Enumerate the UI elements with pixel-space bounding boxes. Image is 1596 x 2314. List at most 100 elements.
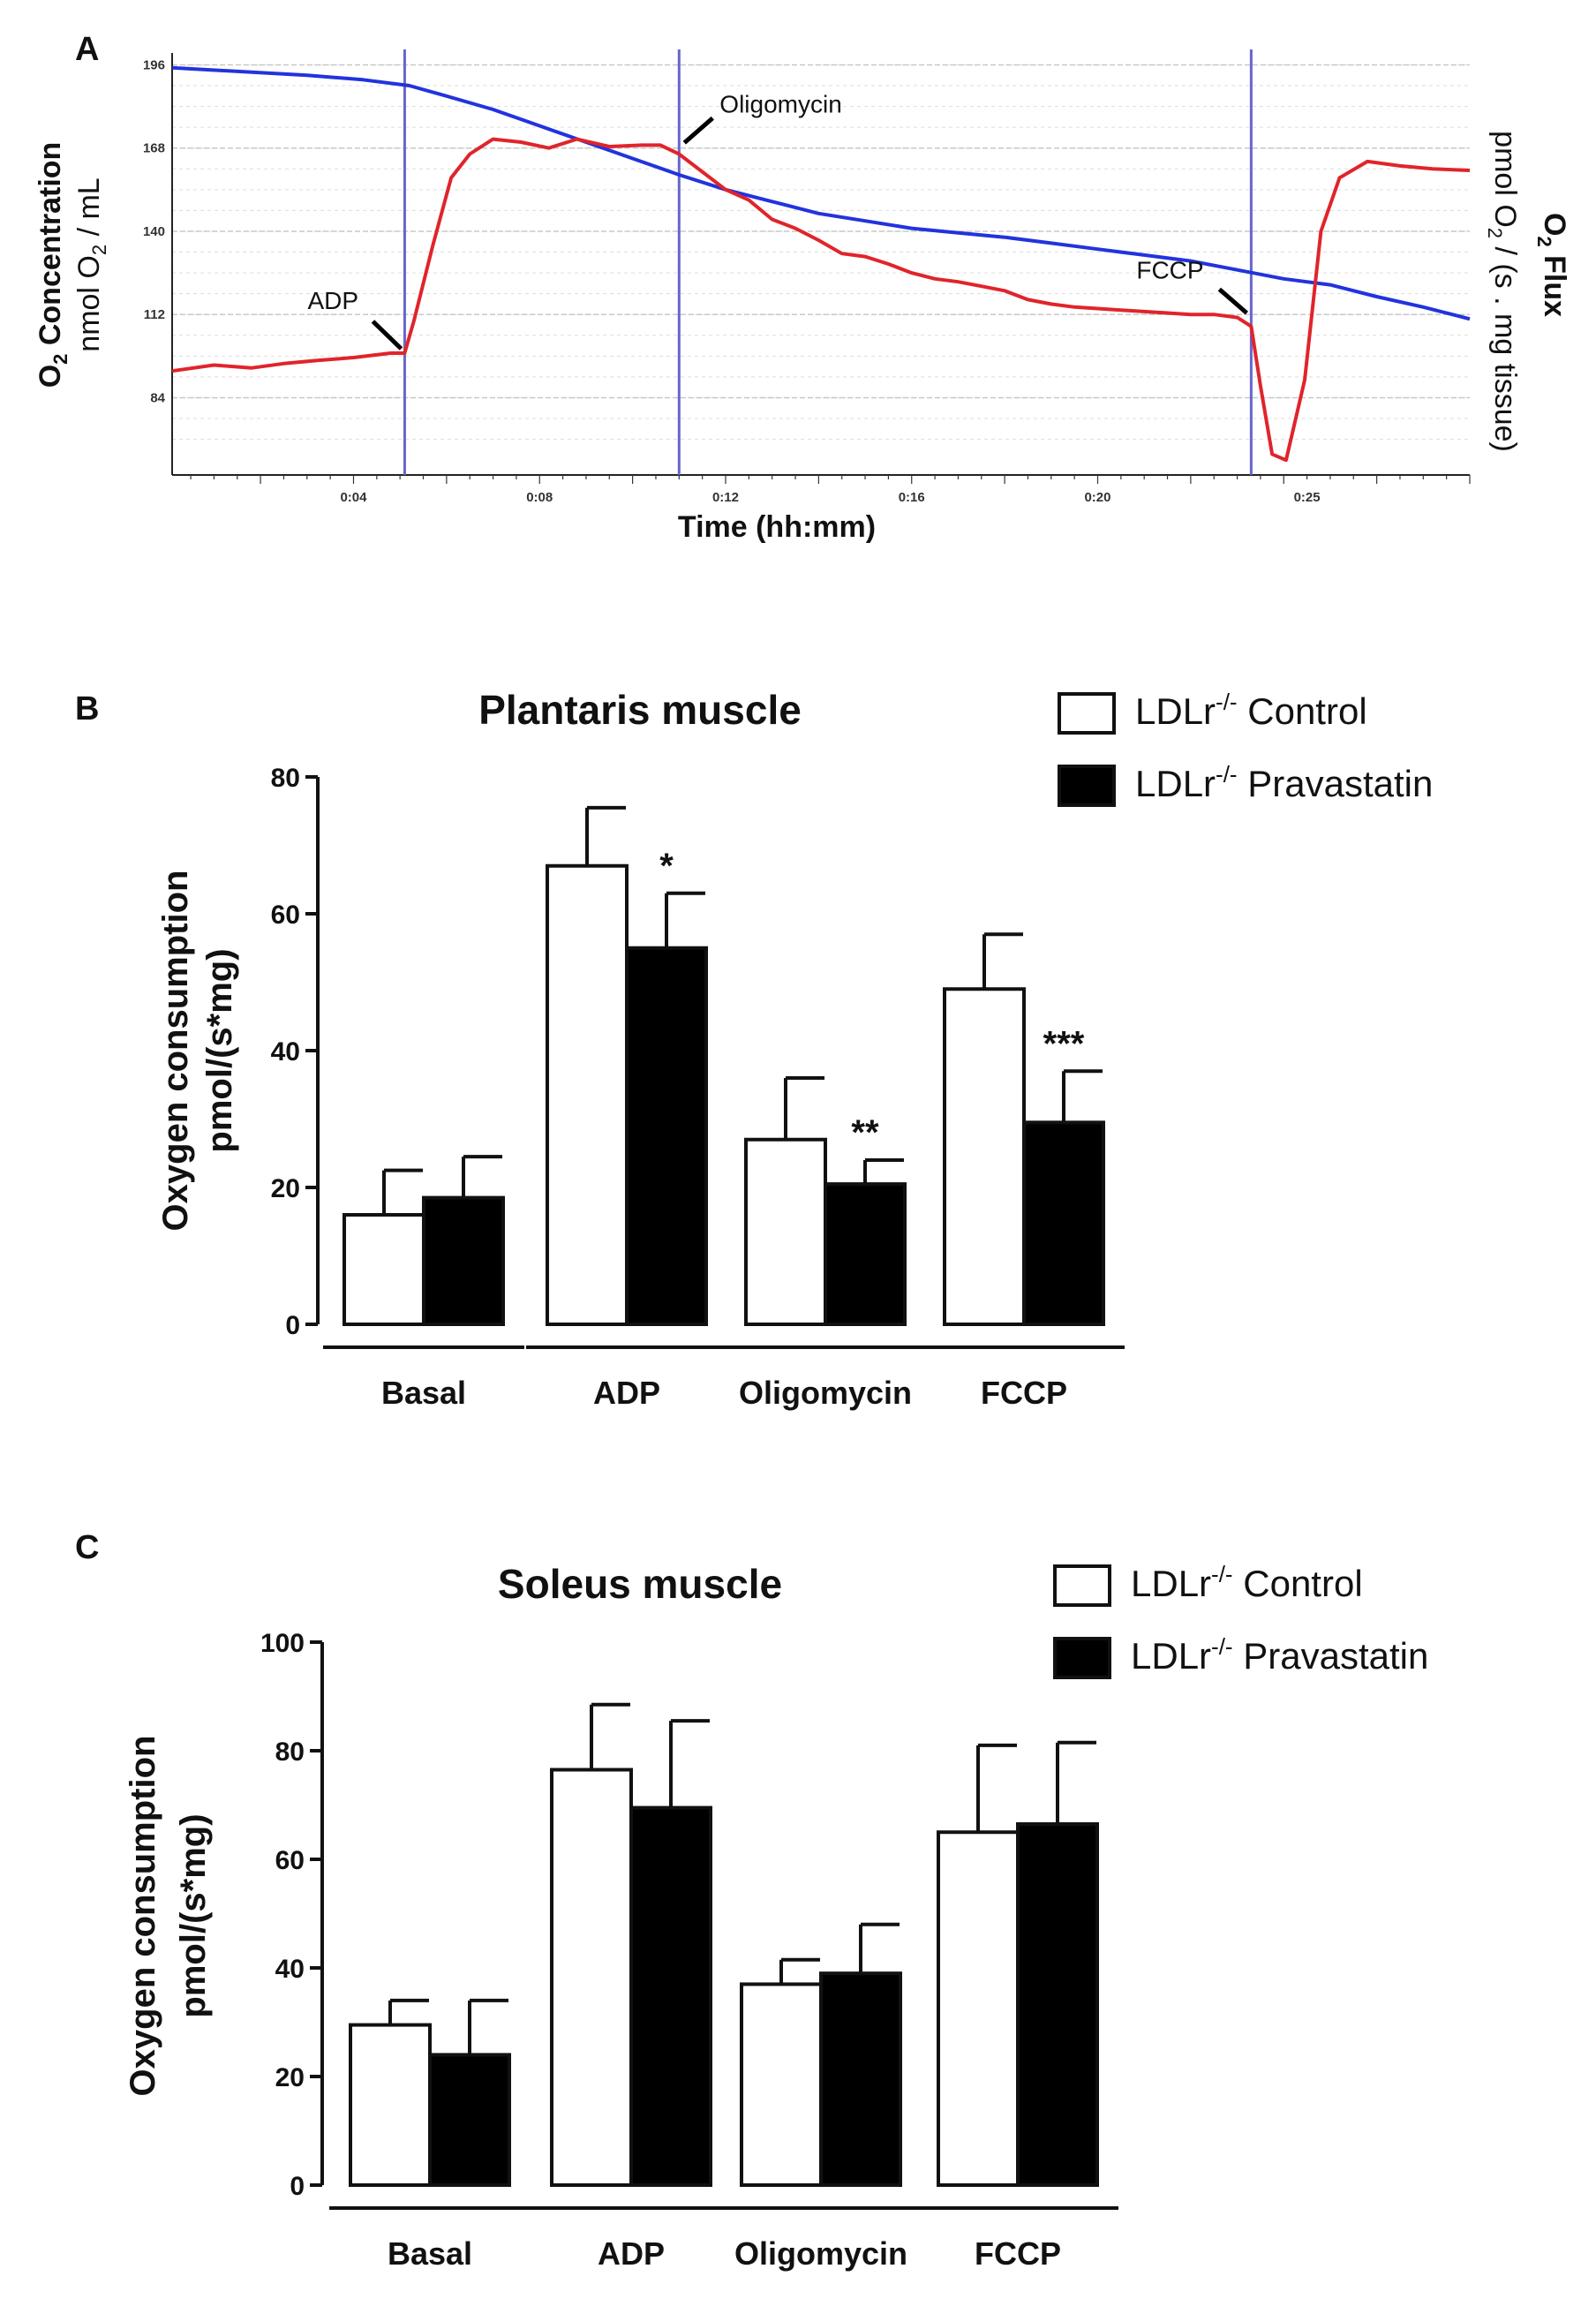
legend-control-label: LDLr-/- Control xyxy=(1131,1561,1363,1604)
y-tick-label: 60 xyxy=(271,901,300,930)
panel-b-chart: B Plantaris muscle 0 20 40 60 80 Oxygen consump… xyxy=(75,687,1433,1411)
y-tick-label: 0 xyxy=(285,1311,300,1340)
right-axis-title: O2 Flux xyxy=(1533,213,1571,317)
y-tick-label: 0 xyxy=(290,2172,305,2201)
y-tick-label: 80 xyxy=(271,764,300,793)
y-tick-label: 100 xyxy=(260,1629,305,1658)
bar-control-oligomycin xyxy=(740,1982,823,2187)
right-axis-title-part: 2 xyxy=(1533,236,1555,246)
chart-title: Plantaris muscle xyxy=(478,687,802,733)
legend-pravastatin-label: LDLr-/- Pravastatin xyxy=(1131,1633,1428,1677)
x-tick-label: 0:04 xyxy=(340,490,367,505)
y-tick-label: 168 xyxy=(143,141,165,156)
y-axis-title: Oxygen consumption xyxy=(124,1736,162,2097)
o2-flux-line xyxy=(171,137,1471,463)
adp-annotation: ADP xyxy=(307,287,358,314)
bar-pravastatin-adp xyxy=(625,946,708,1326)
category-label: Basal xyxy=(388,2235,472,2272)
y-axis-units: pmol/(s*mg) xyxy=(174,1813,213,2017)
x-tick-label: 0:16 xyxy=(899,490,925,505)
panel-letter-b: B xyxy=(75,690,99,727)
category-label: FCCP xyxy=(981,1375,1067,1411)
x-tick-label: 0:25 xyxy=(1294,490,1321,505)
legend-control-swatch xyxy=(1058,692,1116,735)
legend-group: Control xyxy=(1238,690,1367,732)
significance-marker: *** xyxy=(1043,1024,1085,1063)
legend-group: Pravastatin xyxy=(1238,763,1434,804)
right-axis-title-part: Flux xyxy=(1538,247,1571,317)
x-tick-label: 0:12 xyxy=(712,490,739,505)
x-tick-label: 0:20 xyxy=(1084,490,1110,505)
fccp-annotation: FCCP xyxy=(1136,257,1203,284)
bar-pravastatin-oligomycin xyxy=(819,1971,902,2187)
legend-base: LDLr xyxy=(1135,690,1216,732)
adp-arrow xyxy=(371,320,403,350)
oligomycin-arrow xyxy=(682,116,714,145)
y-tick-label: 112 xyxy=(144,307,165,322)
bar-pravastatin-fccp xyxy=(1022,1120,1105,1326)
legend-pravastatin-swatch xyxy=(1058,765,1116,807)
left-axis-title-part: 2 xyxy=(49,354,72,365)
category-label: Basal xyxy=(381,1375,466,1411)
y-tick-label: 40 xyxy=(275,1955,305,1984)
left-axis-subtitle-part: / mL xyxy=(72,177,106,245)
bar-pravastatin-adp xyxy=(629,1805,712,2187)
y-tick-label: 140 xyxy=(143,224,165,239)
left-axis-subtitle-part: 2 xyxy=(88,245,110,255)
bar-control-basal xyxy=(343,1213,425,1326)
bar-pravastatin-basal xyxy=(422,1195,505,1326)
legend-pravastatin-swatch xyxy=(1053,1637,1111,1679)
category-label: ADP xyxy=(593,1375,660,1411)
y-tick-label: 80 xyxy=(275,1737,305,1767)
left-axis-title-part: Concentration xyxy=(34,142,67,354)
bar-control-fccp xyxy=(943,987,1026,1326)
legend-group: Pravastatin xyxy=(1233,1635,1429,1677)
left-axis-title: O2 Concentration xyxy=(34,142,72,388)
significance-marker: * xyxy=(659,847,674,886)
left-axis-subtitle: nmol O2 / mL xyxy=(72,177,110,351)
legend-pravastatin-label: LDLr-/- Pravastatin xyxy=(1135,761,1433,804)
y-tick-label: 40 xyxy=(271,1037,300,1067)
fccp-arrow xyxy=(1217,287,1249,315)
bar-pravastatin-fccp xyxy=(1016,1822,1099,2187)
category-label: ADP xyxy=(598,2235,665,2272)
category-label: Oligomycin xyxy=(734,2235,907,2272)
o2-concentration-line xyxy=(171,65,1471,321)
legend-base: LDLr xyxy=(1131,1635,1211,1677)
bar-control-basal xyxy=(349,2023,432,2187)
legend-group: Control xyxy=(1233,1563,1363,1604)
x-tick-label: 0:08 xyxy=(526,490,553,505)
right-axis-subtitle: pmol O2 / (s . mg tissue) xyxy=(1484,131,1522,452)
legend-base: LDLr xyxy=(1131,1563,1211,1604)
category-label: FCCP xyxy=(975,2235,1061,2272)
panel-a-chart: A 196 168 140 112 84 0:04 0:08 0:12 0:16 0:20 0:25 A… xyxy=(34,31,1571,544)
bar-control-oligomycin xyxy=(744,1137,827,1326)
legend-control-label: LDLr-/- Control xyxy=(1135,689,1367,732)
left-axis-subtitle-part: nmol O xyxy=(72,255,106,352)
chart-title: Soleus muscle xyxy=(498,1561,782,1607)
category-label: Oligomycin xyxy=(739,1375,912,1411)
significance-marker: ** xyxy=(851,1113,879,1152)
bar-pravastatin-basal xyxy=(428,2053,511,2187)
legend-base: LDLr xyxy=(1135,763,1216,804)
y-tick-label: 196 xyxy=(143,57,165,72)
legend-control-swatch xyxy=(1053,1564,1111,1607)
panel-c-chart: C Soleus muscle 0 20 40 60 80 100 Oxygen consump… xyxy=(75,1529,1428,2272)
x-axis-title: Time (hh:mm) xyxy=(678,510,876,544)
right-axis-title-part: O xyxy=(1538,213,1571,236)
right-axis-subtitle-part: 2 xyxy=(1484,228,1506,238)
y-axis-title: Oxygen consumption xyxy=(156,871,195,1232)
y-tick-label: 84 xyxy=(150,390,165,405)
bar-control-adp xyxy=(550,1768,633,2188)
right-axis-subtitle-part: / (s . mg tissue) xyxy=(1488,238,1522,452)
legend-superscript: -/- xyxy=(1211,1561,1233,1587)
bar-pravastatin-oligomycin xyxy=(824,1182,907,1326)
legend-superscript: -/- xyxy=(1216,761,1238,788)
legend-superscript: -/- xyxy=(1211,1633,1233,1660)
legend-superscript: -/- xyxy=(1216,689,1238,715)
y-axis-units: pmol/(s*mg) xyxy=(200,948,239,1152)
y-tick-label: 20 xyxy=(271,1174,300,1203)
bar-control-fccp xyxy=(937,1830,1020,2187)
y-tick-label: 20 xyxy=(275,2063,305,2092)
oligomycin-annotation: Oligomycin xyxy=(719,91,841,118)
